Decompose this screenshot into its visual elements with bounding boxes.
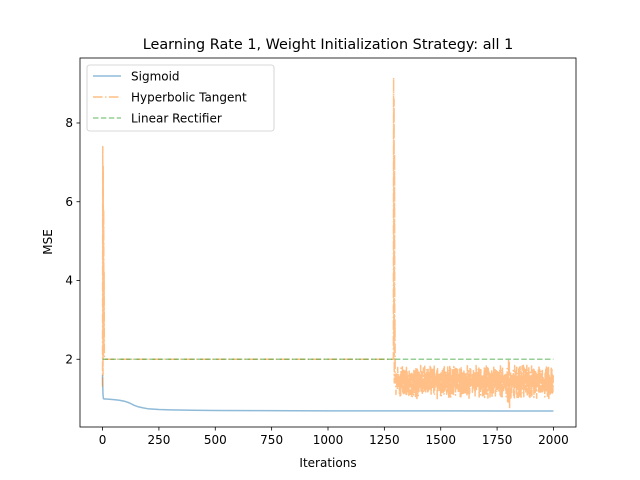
- axes: 0 250 500 750 1000 1250 1500 1750 2000 2 4 6 8: [65, 57, 577, 447]
- x-tick-label: 1750: [482, 433, 513, 447]
- legend-box: [86, 64, 275, 132]
- series-line-hyperbolic-tangent: [101, 76, 554, 409]
- series-line-sigmoid: [101, 375, 554, 412]
- x-tick-label: 1500: [425, 433, 456, 447]
- y-axis-label: MSE: [41, 229, 55, 255]
- x-tick-label: 1250: [369, 433, 400, 447]
- x-tick-label: 500: [204, 433, 227, 447]
- legend: Sigmoid Hyperbolic Tangent Linear Rectifie…: [86, 64, 275, 132]
- y-tick-label: 6: [65, 195, 73, 209]
- y-tick-label: 4: [65, 274, 73, 288]
- y-tick-label: 2: [65, 352, 73, 366]
- x-tick-label: 2000: [538, 433, 569, 447]
- legend-label: Sigmoid: [131, 69, 180, 83]
- legend-label: Hyperbolic Tangent: [131, 90, 247, 104]
- x-axis-label: Iterations: [299, 456, 356, 470]
- chart-title: Learning Rate 1, Weight Initialization S…: [143, 37, 514, 53]
- legend-label: Linear Rectifier: [131, 111, 222, 125]
- x-tick-label: 1000: [313, 433, 344, 447]
- x-tick-label: 750: [260, 433, 283, 447]
- x-tick-label: 0: [99, 433, 107, 447]
- x-tick-label: 250: [147, 433, 170, 447]
- y-tick-label: 8: [65, 116, 73, 130]
